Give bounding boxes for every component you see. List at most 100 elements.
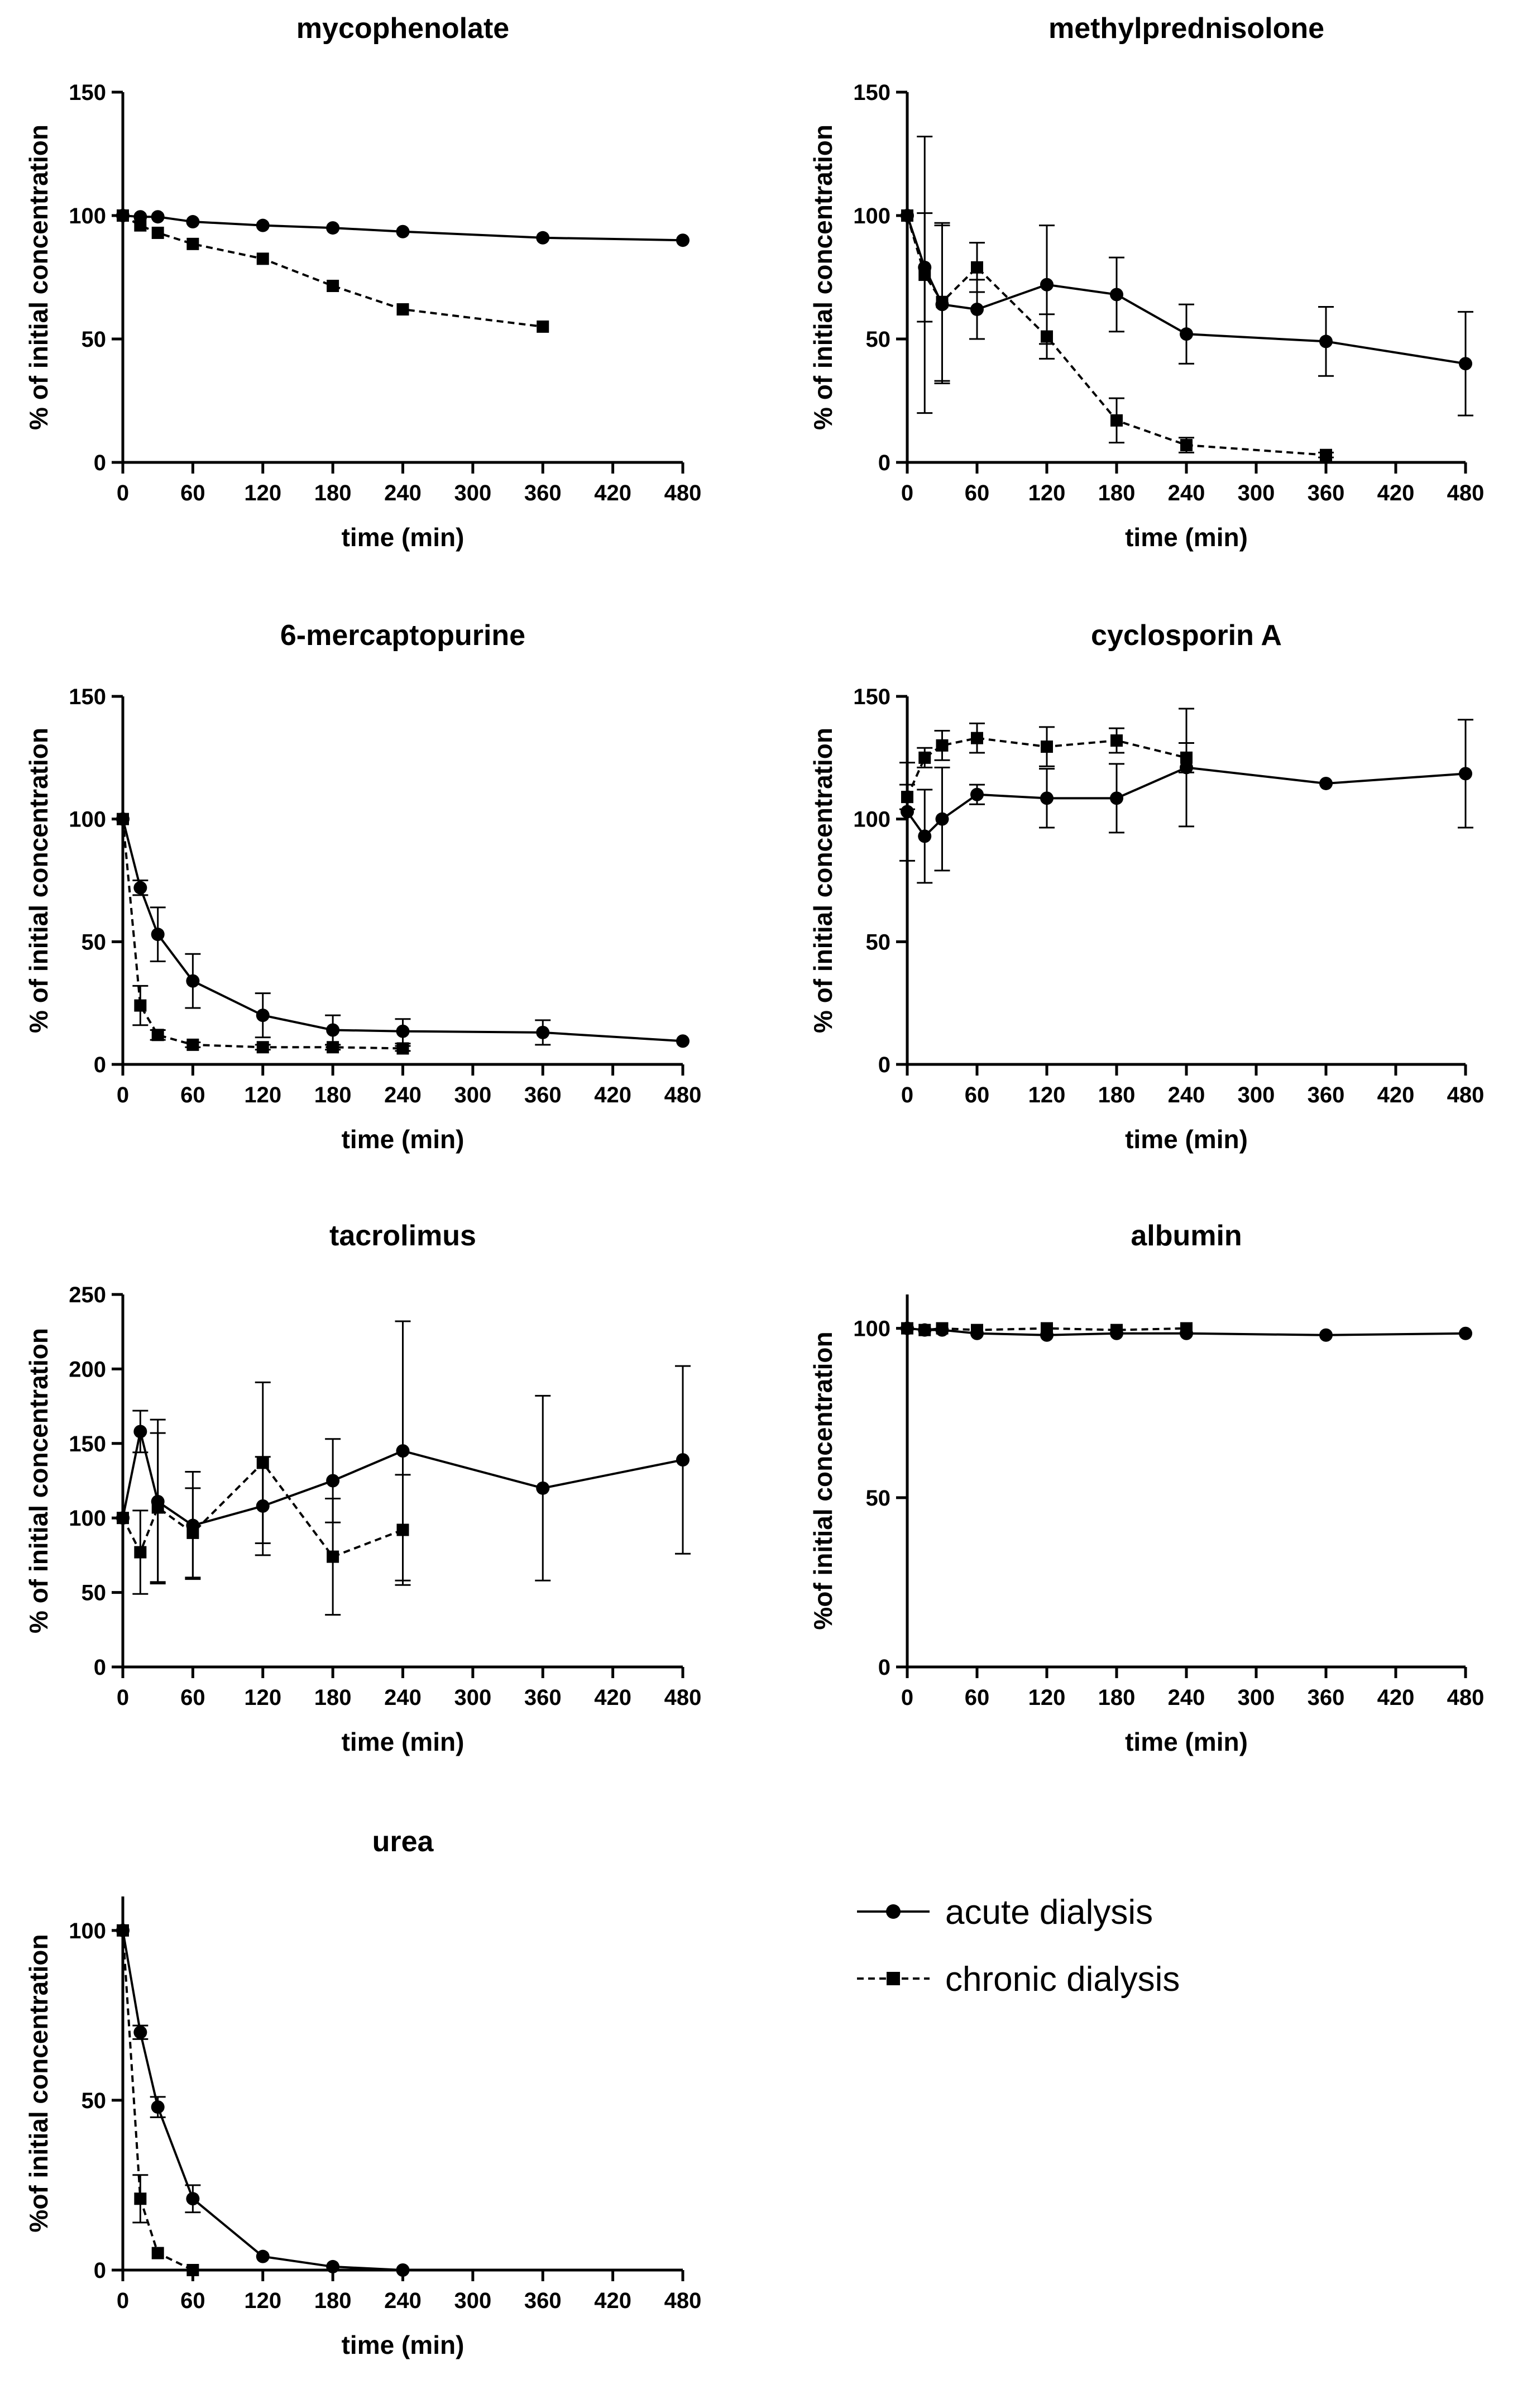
legend: acute dialysis chronic dialysis <box>857 1893 1180 1999</box>
x-tick-label: 120 <box>244 1685 281 1710</box>
data-point <box>151 2100 165 2114</box>
x-tick-label: 300 <box>454 2288 492 2313</box>
data-point <box>1180 439 1193 452</box>
x-tick-label: 60 <box>965 1685 990 1710</box>
data-point <box>970 302 984 316</box>
data-point <box>256 2249 270 2263</box>
series-acute <box>901 209 1473 417</box>
y-tick-label: 0 <box>878 1053 890 1077</box>
y-axis-label: %of initial concentration <box>808 1331 837 1630</box>
data-point <box>936 1322 949 1335</box>
y-axis-label: %of initial concentration <box>24 1934 53 2232</box>
x-tick-label: 0 <box>117 481 129 505</box>
x-tick-label: 180 <box>1098 1685 1136 1710</box>
x-tick-label: 480 <box>664 1083 702 1107</box>
x-tick-label: 480 <box>1447 1083 1485 1107</box>
series-chronic <box>901 136 1334 461</box>
data-point <box>134 1546 147 1559</box>
data-point <box>326 1023 340 1037</box>
x-tick-label: 300 <box>454 481 492 505</box>
x-tick-label: 300 <box>1238 1083 1275 1107</box>
data-point <box>151 1029 164 1041</box>
data-point <box>186 237 199 250</box>
y-tick-label: 0 <box>94 1655 106 1680</box>
data-point <box>186 2192 200 2206</box>
data-point <box>396 2263 410 2277</box>
panel-albumin: albumin 0 50 100 0 60 120 180 240 300 360 420 480 tim… <box>808 1220 1484 1756</box>
y-tick-label: 100 <box>69 808 106 832</box>
legend-marker-acute <box>886 1904 901 1919</box>
data-point <box>1319 1328 1333 1342</box>
y-tick-label: 50 <box>82 930 107 954</box>
x-tick-label: 300 <box>1238 481 1275 505</box>
data-point <box>1319 776 1333 790</box>
x-tick-label: 60 <box>965 481 990 505</box>
data-point <box>935 812 949 826</box>
legend-label-acute: acute dialysis <box>945 1893 1153 1932</box>
series-line <box>122 819 683 1043</box>
x-tick-label: 480 <box>664 1685 702 1710</box>
x-axis-label: time (min) <box>342 1727 465 1756</box>
data-point <box>1040 278 1054 292</box>
y-tick-label: 150 <box>69 685 106 709</box>
data-point <box>256 252 269 265</box>
data-point <box>536 1481 550 1495</box>
x-axis-label: time (min) <box>342 523 465 552</box>
data-point <box>133 881 147 895</box>
series-chronic <box>117 1924 199 2276</box>
data-point <box>1041 330 1053 343</box>
y-tick-label: 50 <box>866 1486 891 1511</box>
x-tick-label: 120 <box>244 2288 281 2313</box>
x-tick-label: 180 <box>314 1685 352 1710</box>
y-axis-label: % of initial concentration <box>808 728 837 1033</box>
series-acute <box>116 1923 410 2277</box>
x-tick-label: 240 <box>1168 1083 1205 1107</box>
data-point <box>536 231 550 245</box>
data-point <box>918 829 932 843</box>
y-tick-label: 250 <box>69 1283 106 1307</box>
data-point <box>1110 1324 1123 1336</box>
data-point <box>256 218 270 232</box>
x-tick-label: 60 <box>180 1685 205 1710</box>
y-tick-label: 150 <box>69 1432 106 1456</box>
panel-cyclosporin-a: cyclosporin A 0 50 100 150 0 60 120 180 240 300 360… <box>808 619 1484 1154</box>
x-tick-label: 360 <box>524 481 562 505</box>
data-point <box>134 2192 147 2205</box>
panel-mycophenolate: mycophenolate 0 50 100 150 0 60 120 180 240 300 360… <box>24 12 701 552</box>
data-point <box>327 1550 339 1563</box>
x-tick-label: 0 <box>117 1083 129 1107</box>
series-chronic <box>117 813 411 1055</box>
panel-title: urea <box>372 1826 434 1858</box>
data-point <box>918 751 931 764</box>
x-tick-label: 180 <box>314 1083 352 1107</box>
x-tick-label: 180 <box>1098 1083 1136 1107</box>
data-point <box>676 1034 690 1048</box>
series-acute <box>116 812 690 1048</box>
y-tick-label: 100 <box>69 1919 106 1943</box>
data-point <box>1110 288 1123 302</box>
series-line <box>122 1930 194 2271</box>
x-tick-label: 480 <box>664 2288 702 2313</box>
legend-marker-chronic <box>887 1972 900 1985</box>
series-acute <box>116 209 690 247</box>
x-tick-label: 480 <box>1447 1685 1485 1710</box>
x-axis-label: time (min) <box>1125 1727 1248 1756</box>
data-point <box>971 261 983 274</box>
y-tick-label: 0 <box>94 451 106 475</box>
x-tick-label: 60 <box>180 481 205 505</box>
y-tick-label: 150 <box>853 685 890 709</box>
x-tick-label: 60 <box>180 2288 205 2313</box>
x-tick-label: 480 <box>1447 481 1485 505</box>
y-axis-label: % of initial concentration <box>24 728 53 1033</box>
y-tick-label: 100 <box>69 204 106 228</box>
x-tick-label: 120 <box>1028 1685 1066 1710</box>
x-tick-label: 120 <box>1028 481 1066 505</box>
data-point <box>151 1501 164 1514</box>
legend-item-chronic: chronic dialysis <box>857 1960 1180 1999</box>
x-tick-label: 180 <box>314 2288 352 2313</box>
x-tick-label: 120 <box>244 1083 281 1107</box>
data-point <box>134 999 147 1012</box>
legend-label-chronic: chronic dialysis <box>945 1960 1180 1999</box>
data-point <box>186 1526 199 1539</box>
